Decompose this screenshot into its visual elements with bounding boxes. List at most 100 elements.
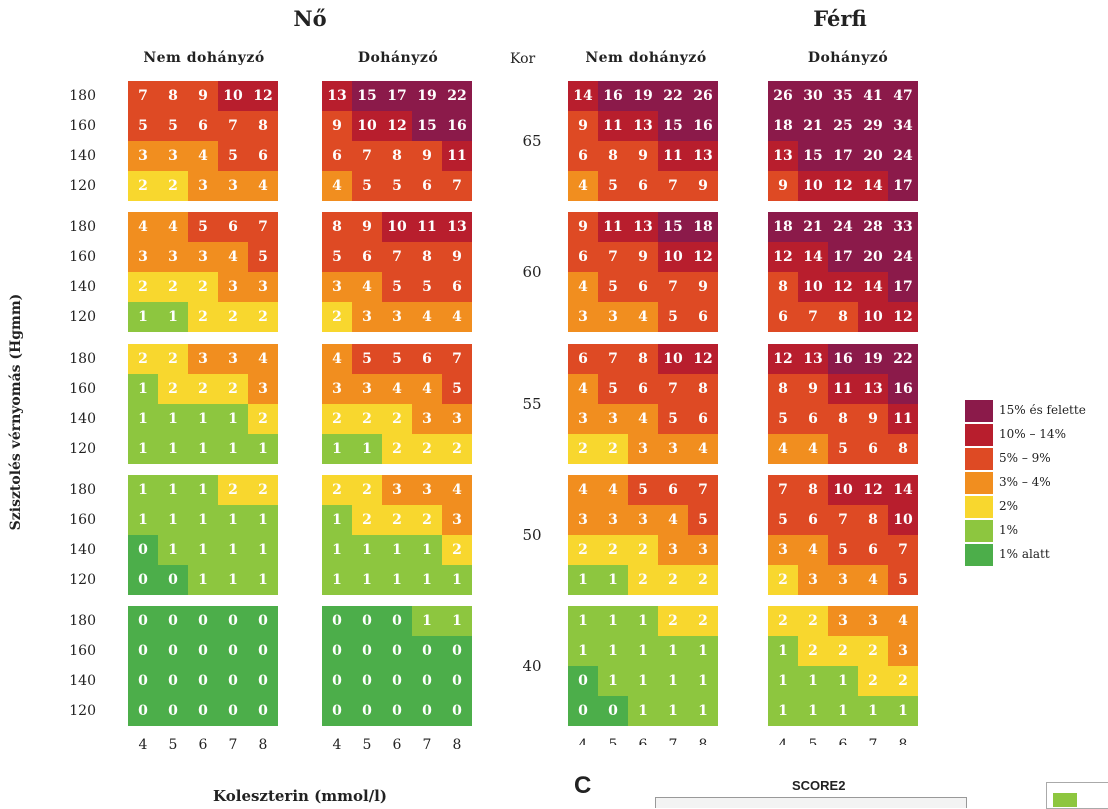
risk-cell: 15 <box>658 212 688 242</box>
female-smoker-label: Dohányzó <box>357 50 439 66</box>
risk-cell: 47 <box>888 81 918 111</box>
bp-row-label: 120 <box>69 441 96 457</box>
risk-cell: 8 <box>858 505 888 535</box>
bp-row-label: 140 <box>69 411 96 427</box>
age-label: 40 <box>522 657 542 675</box>
risk-cell: 2 <box>688 565 718 595</box>
risk-cell: 4 <box>888 606 918 636</box>
risk-cell: 2 <box>858 636 888 666</box>
risk-cell: 0 <box>128 636 158 666</box>
risk-cell: 1 <box>188 505 218 535</box>
score2-table-edge <box>655 797 967 808</box>
risk-cell: 0 <box>412 696 442 726</box>
risk-cell: 17 <box>382 81 412 111</box>
risk-cell: 6 <box>858 535 888 565</box>
risk-cell: 1 <box>352 535 382 565</box>
risk-cell: 4 <box>768 434 798 464</box>
risk-cell: 35 <box>828 81 858 111</box>
risk-cell: 2 <box>382 434 412 464</box>
risk-cell: 5 <box>828 535 858 565</box>
risk-cell: 2 <box>352 475 382 505</box>
risk-cell: 1 <box>128 505 158 535</box>
risk-cell: 1 <box>322 565 352 595</box>
legend-label: 15% és felette <box>999 403 1086 417</box>
risk-cell: 10 <box>218 81 248 111</box>
risk-cell: 28 <box>858 212 888 242</box>
risk-cell: 4 <box>658 505 688 535</box>
risk-cell: 1 <box>628 696 658 726</box>
risk-cell: 5 <box>382 344 412 374</box>
risk-cell: 9 <box>442 242 472 272</box>
risk-cell: 3 <box>658 434 688 464</box>
risk-cell: 5 <box>248 242 278 272</box>
risk-cell: 1 <box>598 636 628 666</box>
risk-cell: 5 <box>158 111 188 141</box>
risk-cell: 16 <box>442 111 472 141</box>
risk-cell: 1 <box>322 434 352 464</box>
risk-cell: 0 <box>188 636 218 666</box>
risk-cell: 4 <box>628 302 658 332</box>
risk-cell: 7 <box>828 505 858 535</box>
risk-cell: 26 <box>768 81 798 111</box>
risk-cell: 2 <box>352 404 382 434</box>
risk-cell: 3 <box>568 505 598 535</box>
risk-cell: 1 <box>442 606 472 636</box>
risk-cell: 7 <box>352 141 382 171</box>
x-tick-label: 5 <box>362 737 372 753</box>
risk-cell: 7 <box>598 242 628 272</box>
risk-cell: 0 <box>248 636 278 666</box>
risk-cell: 3 <box>322 374 352 404</box>
legend-swatch <box>965 496 993 518</box>
risk-cell: 21 <box>798 212 828 242</box>
age-label: 50 <box>522 526 542 544</box>
risk-cell: 5 <box>382 171 412 201</box>
risk-cell: 10 <box>888 505 918 535</box>
risk-cell: 1 <box>128 302 158 332</box>
risk-cell: 5 <box>322 242 352 272</box>
risk-cell: 8 <box>828 404 858 434</box>
risk-cell: 3 <box>158 141 188 171</box>
bp-row-label: 180 <box>69 482 96 498</box>
legend-label: 5% – 9% <box>999 451 1051 465</box>
risk-cell: 13 <box>688 141 718 171</box>
risk-cell: 4 <box>798 535 828 565</box>
bp-row-label: 180 <box>69 88 96 104</box>
risk-cell: 1 <box>158 434 188 464</box>
risk-cell: 10 <box>658 242 688 272</box>
risk-cell: 6 <box>768 302 798 332</box>
risk-cell: 0 <box>412 666 442 696</box>
risk-cell: 14 <box>858 272 888 302</box>
risk-cell: 1 <box>768 666 798 696</box>
risk-cell: 2 <box>858 666 888 696</box>
risk-cell: 11 <box>828 374 858 404</box>
risk-cell: 22 <box>658 81 688 111</box>
risk-cell: 5 <box>628 475 658 505</box>
risk-cell: 6 <box>568 242 598 272</box>
risk-cell: 6 <box>188 111 218 141</box>
risk-cell: 0 <box>382 666 412 696</box>
risk-cell: 1 <box>658 696 688 726</box>
female-nonsmoker-label: Nem dohányzó <box>143 50 265 66</box>
risk-cell: 15 <box>658 111 688 141</box>
risk-cell: 2 <box>568 535 598 565</box>
risk-cell: 8 <box>322 212 352 242</box>
risk-panel: 7 8 10 12 14 5 6 7 8 10 3 4 5 6 7 2 3 3 4 5 <box>768 475 918 595</box>
risk-cell: 7 <box>218 111 248 141</box>
bp-row-label: 120 <box>69 178 96 194</box>
risk-cell: 7 <box>598 344 628 374</box>
risk-cell: 2 <box>218 475 248 505</box>
risk-cell: 3 <box>598 302 628 332</box>
risk-cell: 1 <box>158 302 188 332</box>
risk-cell: 24 <box>888 242 918 272</box>
risk-cell: 3 <box>218 344 248 374</box>
bp-row-label: 120 <box>69 572 96 588</box>
risk-cell: 2 <box>248 302 278 332</box>
risk-cell: 25 <box>828 111 858 141</box>
risk-cell: 3 <box>412 404 442 434</box>
risk-cell: 0 <box>158 606 188 636</box>
risk-panel: 14 16 19 22 26 9 11 13 15 16 6 8 9 11 13 4 5 6 7 9 <box>568 81 718 201</box>
